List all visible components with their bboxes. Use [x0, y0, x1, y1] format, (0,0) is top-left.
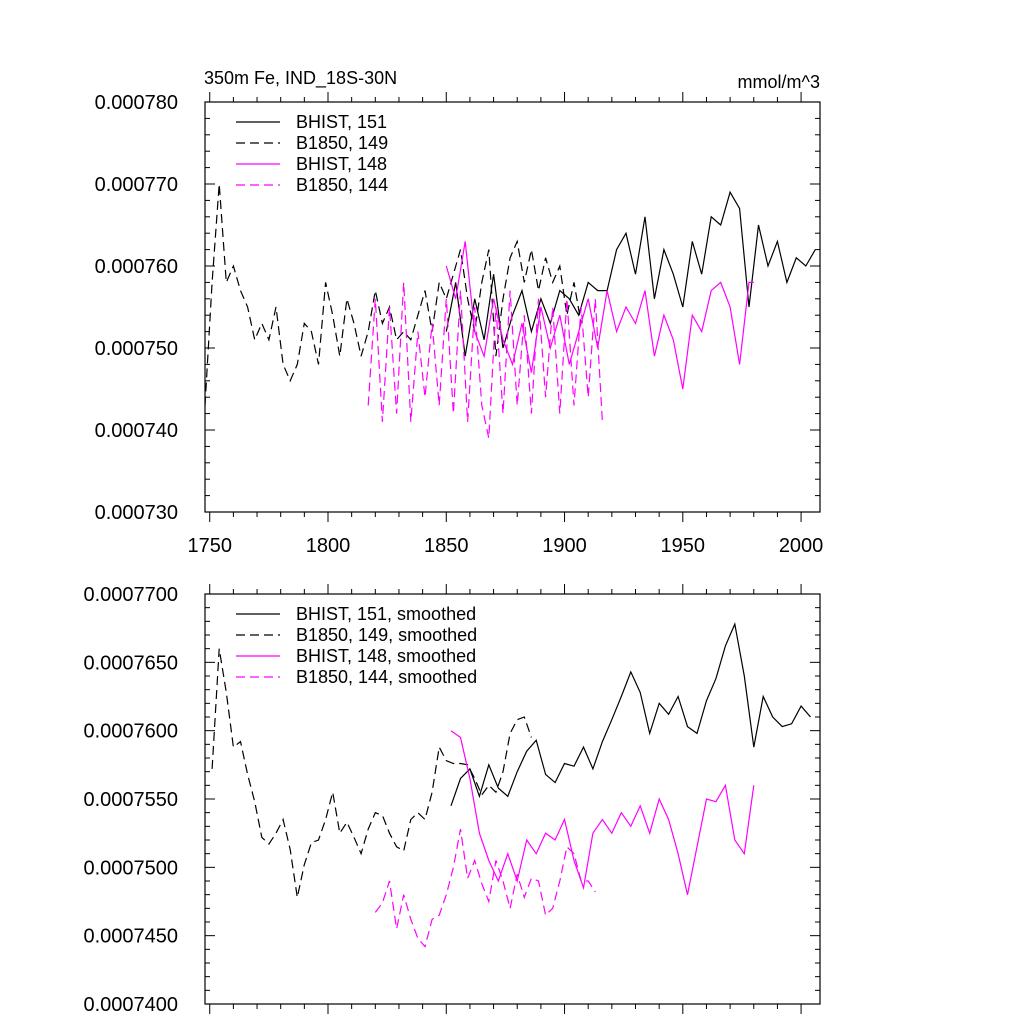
bottom-legend-label-1: BHIST, 151, smoothed	[296, 604, 476, 624]
bottom-legend-label-2: B1850, 149, smoothed	[296, 625, 477, 645]
top-y-tick-label: 0.000730	[95, 502, 178, 524]
top-panel-lines	[204, 183, 816, 439]
top-y-tick-label: 0.000740	[95, 420, 178, 442]
bottom-panel: 0.0007400 0.0007450 0.0007500 0.0007550 0.00…	[83, 584, 821, 1016]
top-panel: 350m Fe, IND_18S-30N mmol/m^3 1750 1800 18…	[95, 68, 824, 557]
top-series-line-3	[445, 241, 754, 390]
top-x-tick-label: 1750	[187, 535, 232, 557]
bottom-y-tick-label: 0.0007450	[83, 926, 178, 948]
top-series-line-2	[204, 183, 582, 406]
top-x-tick-label: 1900	[542, 535, 587, 557]
top-x-tick-label: 1950	[661, 535, 706, 557]
bottom-series-line-3	[450, 730, 755, 895]
top-legend-label-1: BHIST, 151	[296, 112, 387, 132]
top-panel-axes: 1750 1800 1850 1900 1950 2000 0.000730 0.000740…	[95, 92, 824, 557]
top-panel-title: 350m Fe, IND_18S-30N	[204, 68, 397, 89]
top-plot-frame	[204, 101, 821, 513]
top-y-tick-label: 0.000760	[95, 256, 178, 278]
bottom-series-line-4	[374, 828, 596, 948]
top-panel-units: mmol/m^3	[738, 72, 820, 92]
bottom-legend-label-4: B1850, 144, smoothed	[296, 667, 477, 687]
top-legend-label-2: B1850, 149	[296, 133, 388, 153]
bottom-panel-axes: 0.0007400 0.0007450 0.0007500 0.0007550 0.00…	[83, 584, 821, 1016]
bottom-y-tick-label: 0.0007700	[83, 584, 178, 606]
bottom-y-tick-label: 0.0007550	[83, 789, 178, 811]
top-legend-label-4: B1850, 144	[296, 175, 388, 195]
top-x-tick-label: 2000	[779, 535, 824, 557]
bottom-y-tick-label: 0.0007600	[83, 721, 178, 743]
bottom-panel-lines	[211, 622, 811, 948]
top-series-line-4	[367, 282, 603, 439]
bottom-y-tick-label: 0.0007500	[83, 857, 178, 879]
top-y-tick-label: 0.000770	[95, 174, 178, 196]
bottom-legend-label-3: BHIST, 148, smoothed	[296, 646, 476, 666]
bottom-y-tick-label: 0.0007650	[83, 652, 178, 674]
bottom-series-line-1	[450, 622, 811, 806]
top-x-tick-label: 1800	[306, 535, 351, 557]
top-legend-label-3: BHIST, 148	[296, 154, 387, 174]
top-y-tick-label: 0.000780	[95, 92, 178, 114]
bottom-series-line-2	[211, 648, 532, 898]
top-x-tick-label: 1850	[424, 535, 469, 557]
top-y-tick-label: 0.000750	[95, 338, 178, 360]
bottom-y-tick-label: 0.0007400	[83, 994, 178, 1016]
